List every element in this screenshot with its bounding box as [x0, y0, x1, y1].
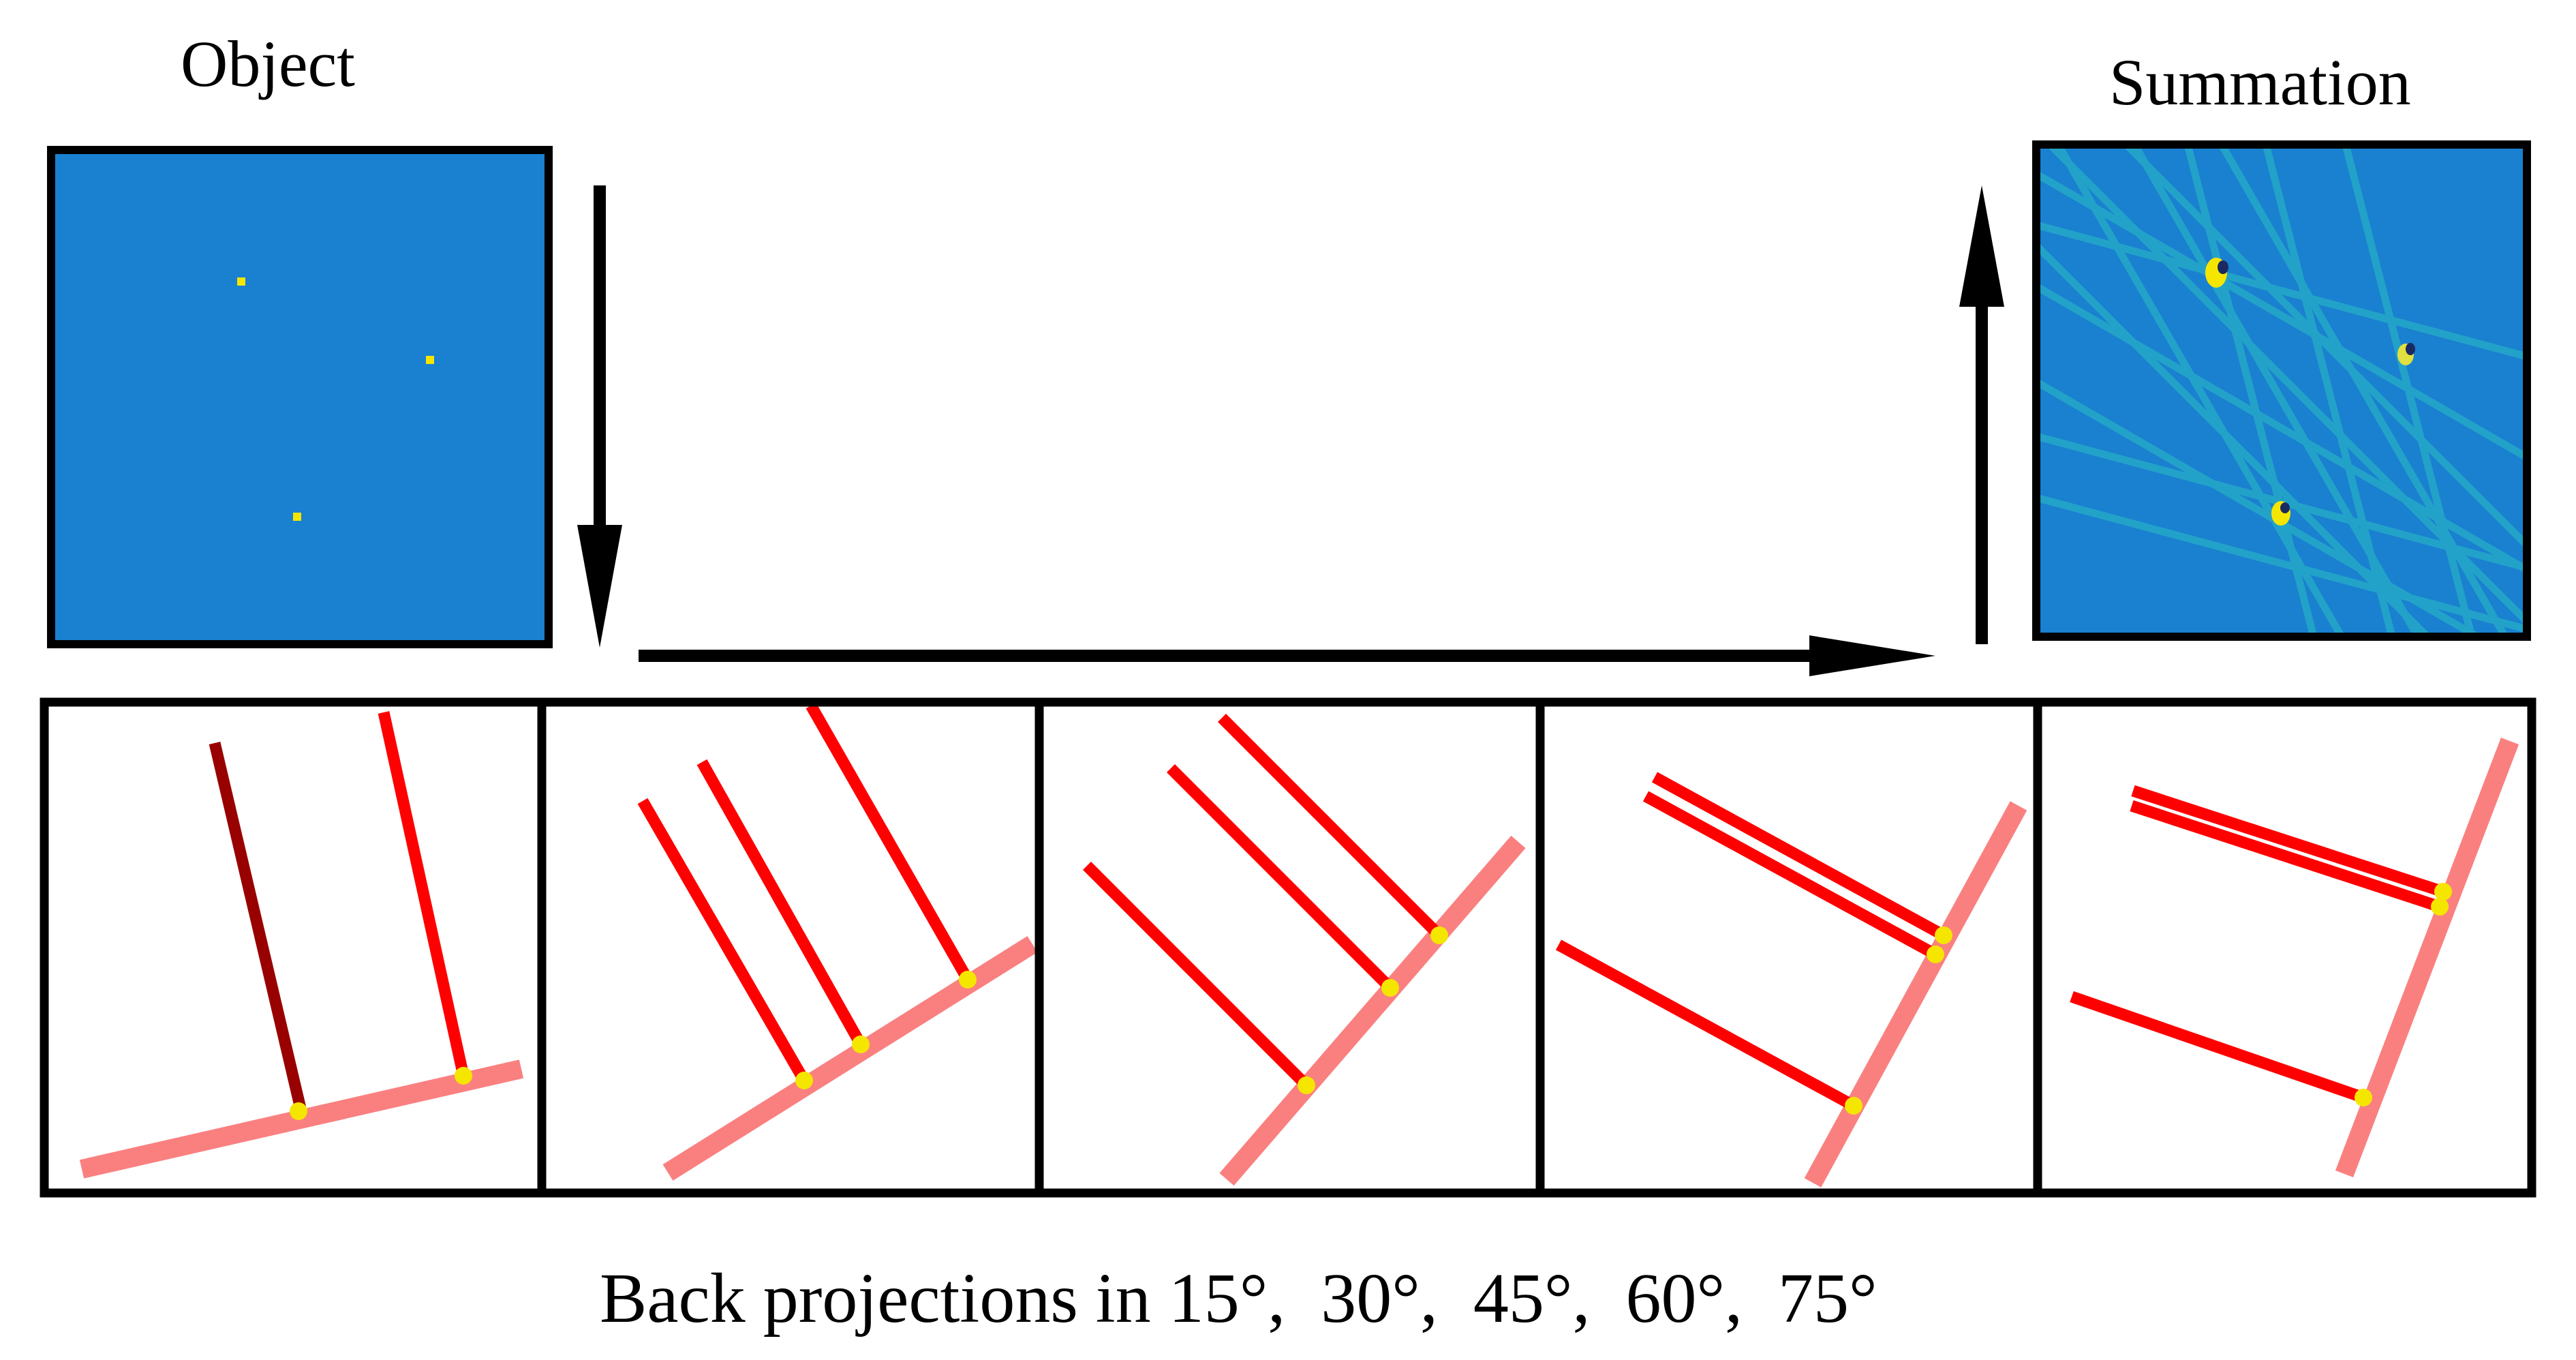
- backprojection-panel-60: [1555, 772, 2027, 1188]
- projection-ray: [696, 759, 866, 1048]
- intersection-point: [2355, 1089, 2372, 1106]
- detector-line: [1219, 835, 1526, 1186]
- backprojection-strip: [40, 697, 2536, 1198]
- right-arrow: [639, 635, 1935, 676]
- detector-line: [2335, 737, 2519, 1178]
- intersection-point: [852, 1036, 870, 1053]
- intersection-point: [2434, 883, 2452, 901]
- backprojection-panel-75: [2070, 737, 2519, 1178]
- backprojection-panel-15: [79, 711, 524, 1179]
- object-point: [426, 356, 434, 364]
- projection-ray: [1555, 939, 1857, 1111]
- projection-ray: [1166, 764, 1395, 993]
- intersection-point: [1381, 979, 1399, 997]
- intersection-point: [1298, 1076, 1315, 1094]
- projection-ray: [1642, 791, 1939, 960]
- object-image: [47, 146, 553, 648]
- object-point: [237, 277, 245, 286]
- detector-line: [662, 936, 1038, 1181]
- intersection-point: [1927, 946, 1944, 963]
- summation-peaks: [2205, 258, 2415, 526]
- intersection-point: [455, 1067, 472, 1085]
- projection-ray: [378, 711, 470, 1077]
- projection-ray: [2070, 991, 2365, 1104]
- caption: Back projections in 15°, 30°, 45°, 60°, …: [600, 1259, 1877, 1338]
- projection-ray: [209, 742, 307, 1113]
- projection-ray: [806, 702, 973, 983]
- object-point: [293, 513, 301, 521]
- intersection-point: [1935, 926, 1952, 944]
- down-arrow: [577, 185, 622, 648]
- projection-ray: [2130, 800, 2442, 913]
- projection-ray: [1217, 713, 1444, 940]
- projection-ray: [637, 798, 810, 1084]
- intersection-point: [1430, 926, 1448, 944]
- projection-ray: [1651, 772, 1947, 941]
- object-panel: [47, 146, 553, 648]
- backprojection-panel-45: [1082, 713, 1526, 1186]
- projection-ray: [1082, 861, 1311, 1090]
- detector-line: [1804, 801, 2027, 1188]
- projection-ray: [2131, 785, 2445, 898]
- summation-title: Summation: [2109, 46, 2411, 119]
- summation-image: [2036, 145, 2527, 637]
- intersection-point: [2431, 898, 2449, 916]
- intersection-point: [795, 1072, 813, 1089]
- intersection-point: [959, 971, 977, 988]
- object-title: Object: [181, 27, 355, 100]
- intersection-point: [1845, 1097, 1862, 1115]
- strip-frame: [40, 697, 2536, 1198]
- summation-panel: [2032, 140, 2531, 641]
- intersection-point: [290, 1102, 307, 1120]
- backprojection-panel-30: [637, 702, 1038, 1181]
- up-arrow: [1959, 185, 2004, 644]
- summation-streaks: [2036, 145, 2527, 637]
